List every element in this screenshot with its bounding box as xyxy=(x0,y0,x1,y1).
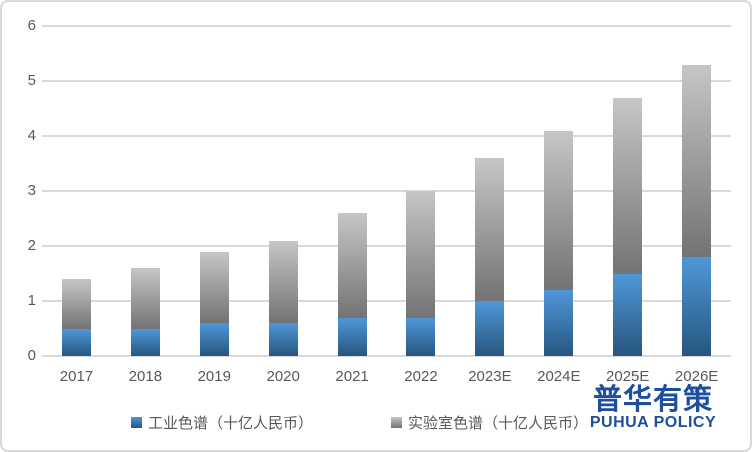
y-tick-label: 3 xyxy=(27,182,36,199)
bar-segment-industrial-chromatography[interactable] xyxy=(61,328,91,356)
bar-group-2022 xyxy=(387,26,456,356)
x-tick-label: 2018 xyxy=(128,368,163,385)
x-tick-label: 2025E xyxy=(606,368,650,385)
bar-segment-industrial-chromatography[interactable] xyxy=(130,328,160,356)
bar-group-2019 xyxy=(180,26,249,356)
x-tick-label: 2026E xyxy=(674,368,719,385)
y-axis: 0 1 2 3 4 5 6 xyxy=(2,17,36,364)
bar-segment-laboratory-chromatography[interactable] xyxy=(337,213,367,318)
y-tick-label: 6 xyxy=(27,17,36,34)
bar-segment-industrial-chromatography[interactable] xyxy=(544,290,574,356)
x-tick-label: 2017 xyxy=(59,368,94,385)
x-tick-label: 2023E xyxy=(468,368,512,385)
bar-segment-laboratory-chromatography[interactable] xyxy=(61,279,91,329)
legend-item-industrial[interactable]: 工业色谱（十亿人民币） xyxy=(131,412,313,433)
y-tick-label: 5 xyxy=(27,72,36,89)
gridline xyxy=(42,355,731,357)
bar-group-2017 xyxy=(42,26,111,356)
logo-subtitle: PUHUA POLICY xyxy=(589,414,717,432)
x-tick-label: 2019 xyxy=(197,368,231,385)
bar-segment-industrial-chromatography[interactable] xyxy=(682,257,712,356)
plot-area xyxy=(42,25,731,357)
bar-segment-laboratory-chromatography[interactable] xyxy=(130,268,160,329)
x-tick-label: 2024E xyxy=(537,368,581,385)
puhua-policy-logo: 普华有策 PUHUA POLICY xyxy=(588,385,718,432)
gridline xyxy=(42,245,731,247)
bar-group-2024E xyxy=(524,26,593,356)
y-tick-label: 4 xyxy=(27,127,36,144)
legend-label-laboratory: 实验室色谱（十亿人民币） xyxy=(408,415,589,432)
y-tick-label: 1 xyxy=(27,292,36,309)
bar-segment-industrial-chromatography[interactable] xyxy=(337,317,367,356)
legend-marker-industrial-icon xyxy=(131,417,142,428)
legend-marker-laboratory-icon xyxy=(391,417,402,428)
gridline xyxy=(42,300,731,302)
gridline xyxy=(42,25,731,27)
bar-segment-laboratory-chromatography[interactable] xyxy=(475,158,505,301)
bar-segment-industrial-chromatography[interactable] xyxy=(268,323,298,356)
logo-title: 普华有策 xyxy=(592,384,713,416)
bar-group-2018 xyxy=(111,26,180,356)
y-tick-label: 2 xyxy=(27,237,36,254)
bar-group-2020 xyxy=(249,26,318,356)
bar-group-2023E xyxy=(455,26,524,356)
bar-segment-laboratory-chromatography[interactable] xyxy=(268,240,298,323)
bar-segment-laboratory-chromatography[interactable] xyxy=(199,251,229,323)
bar-group-2026E xyxy=(662,26,731,356)
bar-segment-industrial-chromatography[interactable] xyxy=(199,323,229,356)
bar-segment-industrial-chromatography[interactable] xyxy=(475,301,505,356)
x-tick-label: 2020 xyxy=(266,368,300,385)
bar-segment-industrial-chromatography[interactable] xyxy=(406,317,436,356)
legend-label-industrial: 工业色谱（十亿人民币） xyxy=(148,415,314,432)
bar-group-2021 xyxy=(318,26,387,356)
legend-item-laboratory[interactable]: 实验室色谱（十亿人民币） xyxy=(391,412,588,433)
bar-group-2025E xyxy=(593,26,662,356)
gridline xyxy=(42,135,731,137)
gridline xyxy=(42,80,731,82)
bar-segment-laboratory-chromatography[interactable] xyxy=(406,191,436,318)
x-tick-label: 2022 xyxy=(404,368,438,385)
bar-segment-industrial-chromatography[interactable] xyxy=(613,273,643,356)
bar-segment-laboratory-chromatography[interactable] xyxy=(682,64,712,257)
x-tick-label: 2021 xyxy=(335,368,369,385)
bar-segment-laboratory-chromatography[interactable] xyxy=(544,130,574,290)
bar-segment-laboratory-chromatography[interactable] xyxy=(613,97,643,274)
gridline xyxy=(42,190,731,192)
bars xyxy=(42,26,731,356)
y-tick-label: 0 xyxy=(27,347,36,364)
x-axis: 2017 2018 2019 2020 2021 2022 2023E 2024E 2025E 2… xyxy=(42,368,731,385)
